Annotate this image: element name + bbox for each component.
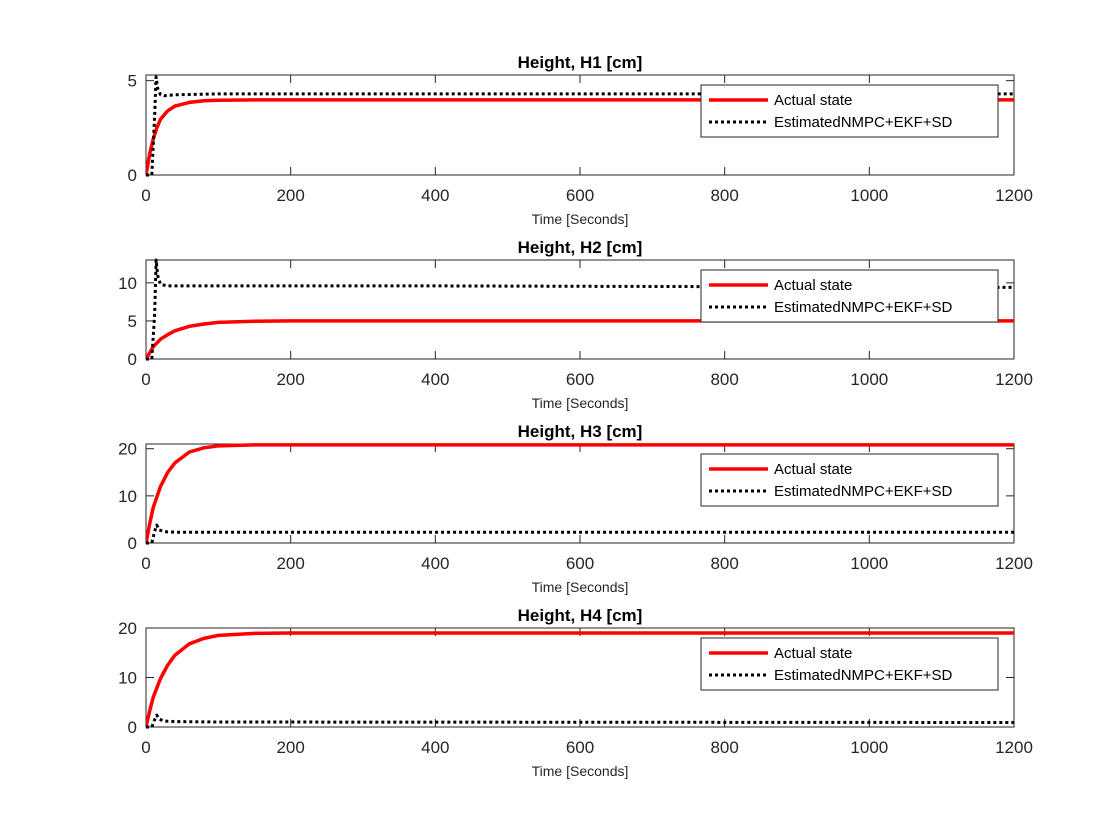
x-axis-label: Time [Seconds] <box>532 763 629 779</box>
chart-title: Height, H1 [cm] <box>518 53 643 72</box>
x-tick-label: 1000 <box>850 554 888 573</box>
x-tick-label: 800 <box>710 554 738 573</box>
x-tick-label: 200 <box>276 370 304 389</box>
legend-label: EstimatedNMPC+EKF+SD <box>774 114 953 131</box>
y-tick-label: 20 <box>118 619 137 638</box>
y-tick-label: 0 <box>128 166 137 185</box>
y-tick-label: 5 <box>128 72 137 91</box>
x-axis-label: Time [Seconds] <box>532 395 629 411</box>
actual-state-line <box>146 98 1014 176</box>
x-tick-label: 600 <box>566 186 594 205</box>
actual-state-line <box>146 443 1014 544</box>
estimated-state-line <box>146 713 1014 729</box>
x-tick-label: 0 <box>141 370 150 389</box>
y-tick-label: 0 <box>128 534 137 553</box>
estimated-state-line <box>146 258 1014 361</box>
legend-box <box>700 453 999 507</box>
x-tick-label: 0 <box>141 186 150 205</box>
x-tick-label: 800 <box>710 738 738 757</box>
estimated-state-line <box>146 523 1014 545</box>
legend-label: Actual state <box>774 277 852 294</box>
x-tick-label: 1200 <box>995 554 1033 573</box>
x-tick-label: 1000 <box>850 738 888 757</box>
legend-box <box>700 84 999 138</box>
chart-title: Height, H3 [cm] <box>518 422 643 441</box>
legend-label: EstimatedNMPC+EKF+SD <box>774 483 953 500</box>
x-axis-label: Time [Seconds] <box>532 579 629 595</box>
x-tick-label: 600 <box>566 370 594 389</box>
subplot-2: Height, H2 [cm] 0 200 400 600 800 1000 1200 0 5 10… <box>118 238 1033 411</box>
legend-label: EstimatedNMPC+EKF+SD <box>774 667 953 684</box>
y-tick-label: 5 <box>128 312 137 331</box>
legend-label: Actual state <box>774 92 852 109</box>
x-tick-label: 600 <box>566 554 594 573</box>
legend: Actual state EstimatedNMPC+EKF+SD <box>700 453 999 507</box>
x-tick-label: 0 <box>141 554 150 573</box>
x-tick-label: 200 <box>276 554 304 573</box>
subplot-3: Height, H3 [cm] 0 200 400 600 800 1000 1200 0 10 2… <box>118 422 1033 595</box>
x-tick-label: 400 <box>421 738 449 757</box>
chart-title: Height, H2 [cm] <box>518 238 643 257</box>
legend-box <box>700 269 999 323</box>
chart-title: Height, H4 [cm] <box>518 606 643 625</box>
x-tick-label: 800 <box>710 186 738 205</box>
x-tick-label: 1000 <box>850 370 888 389</box>
y-tick-label: 0 <box>128 718 137 737</box>
x-tick-label: 200 <box>276 738 304 757</box>
x-tick-label: 1200 <box>995 370 1033 389</box>
y-tick-label: 20 <box>118 440 137 459</box>
x-tick-label: 1200 <box>995 738 1033 757</box>
x-tick-label: 400 <box>421 554 449 573</box>
legend-box <box>700 637 999 691</box>
legend: Actual state EstimatedNMPC+EKF+SD <box>700 637 999 691</box>
subplot-4: Height, H4 [cm] 0 200 400 600 800 1000 1200 0 10 2… <box>118 606 1033 779</box>
estimated-state-line <box>146 75 1014 177</box>
y-tick-label: 10 <box>118 274 137 293</box>
legend: Actual state EstimatedNMPC+EKF+SD <box>700 269 999 323</box>
x-tick-label: 400 <box>421 186 449 205</box>
actual-state-line <box>146 319 1014 360</box>
x-tick-label: 0 <box>141 738 150 757</box>
x-tick-label: 400 <box>421 370 449 389</box>
y-tick-label: 10 <box>118 487 137 506</box>
legend-label: Actual state <box>774 645 852 662</box>
y-tick-label: 10 <box>118 669 137 688</box>
x-tick-label: 1000 <box>850 186 888 205</box>
legend-label: Actual state <box>774 461 852 478</box>
x-tick-label: 600 <box>566 738 594 757</box>
actual-state-line <box>146 631 1014 728</box>
subplot-1: Height, H1 [cm] 0 200 400 600 800 1000 1200 0 5 Ti… <box>128 53 1033 227</box>
x-tick-label: 800 <box>710 370 738 389</box>
x-axis-label: Time [Seconds] <box>532 211 629 227</box>
x-tick-label: 1200 <box>995 186 1033 205</box>
x-tick-label: 200 <box>276 186 304 205</box>
legend: Actual state EstimatedNMPC+EKF+SD <box>700 84 999 138</box>
legend-label: EstimatedNMPC+EKF+SD <box>774 299 953 316</box>
y-tick-label: 0 <box>128 350 137 369</box>
